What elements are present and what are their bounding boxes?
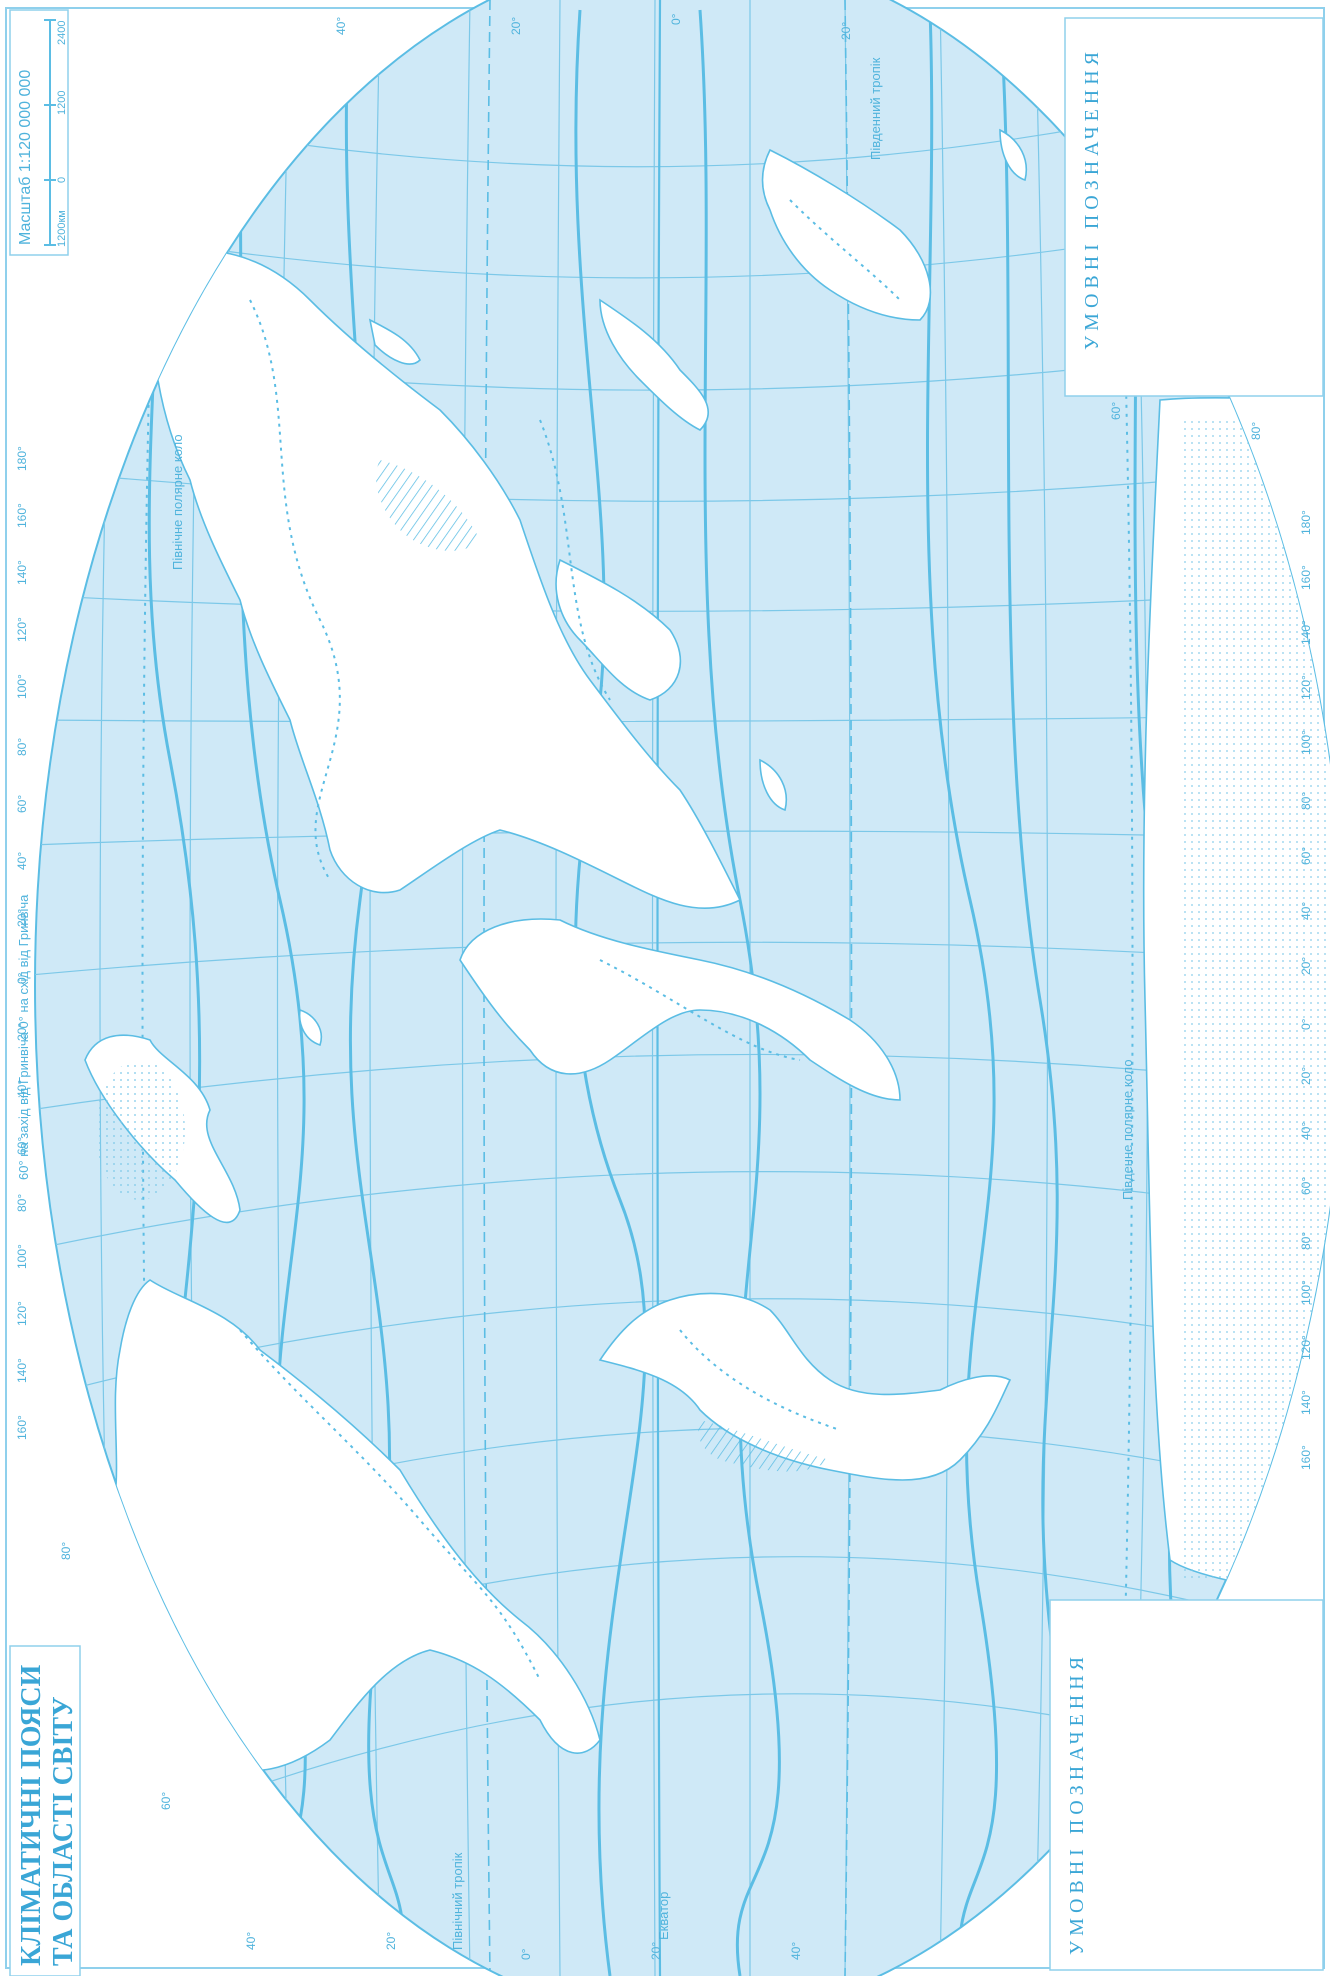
lon-top-13: 100° — [15, 674, 29, 699]
tropic-north-label: Північний тропік — [450, 1852, 465, 1950]
lon-top-4: 80° — [15, 1194, 29, 1212]
legend-top: УМОВНІ ПОЗНАЧЕННЯ — [1064, 17, 1324, 397]
lon-top-1: 140° — [15, 1358, 29, 1383]
japan — [368, 318, 421, 365]
lon-bottom-6: 40° — [1299, 1122, 1313, 1140]
lat-left-4: 0° — [519, 1948, 533, 1960]
latitude-labels-left: 60° 80° 40° 20° 0° 20° 40° — [59, 1542, 803, 1960]
tropic-south-label: Південний тропік — [868, 57, 883, 160]
dotted-boundaries — [239, 199, 901, 1681]
lat-left-3: 20° — [384, 1932, 398, 1950]
scale-tick-1: 0 — [56, 177, 68, 183]
lon-bottom-3: 100° — [1299, 1280, 1313, 1305]
lat-left-5: 20° — [649, 1942, 663, 1960]
lon-top-8: 0° — [15, 972, 29, 984]
andes-hatch — [698, 1420, 830, 1472]
lon-bottom-17: 180° — [1299, 510, 1313, 535]
longitude-labels-top: 160° 140° 120° 100° 80° 60° 40° 20° 0° 20° 40° 60° 8… — [15, 446, 29, 1440]
longitude-labels-bottom: 160° 140° 120° 100° 80° 60° 40° 20° 0° 20° 40° 60° 8… — [1299, 510, 1313, 1470]
lon-top-7: 20° — [15, 1023, 29, 1041]
scale-tick-0: 1200км — [56, 210, 68, 247]
lon-bottom-0: 160° — [1299, 1445, 1313, 1470]
lon-top-5: 60° — [15, 1137, 29, 1155]
india-arabia — [555, 558, 682, 701]
lon-top-14: 120° — [15, 617, 29, 642]
lon-bottom-4: 80° — [1299, 1232, 1313, 1250]
lon-bottom-9: 20° — [1299, 957, 1313, 975]
lon-top-10: 40° — [15, 852, 29, 870]
arctic-circle-label: Північне полярне коло — [170, 434, 185, 570]
lon-top-6: 40° — [15, 1080, 29, 1098]
map-title-block: КЛІМАТИЧНІ ПОЯСИ ТА ОБЛАСТІ СВІТУ — [9, 1645, 81, 1976]
scale-tick-2: 1200 — [56, 91, 68, 115]
madagascar — [759, 758, 787, 812]
lon-top-12: 80° — [15, 738, 29, 756]
antarctic-circle-label: Південне полярне коло — [1120, 1059, 1135, 1200]
tibet-highland-hatch — [376, 460, 480, 551]
lon-top-17: 180° — [15, 446, 29, 471]
legend-top-title: УМОВНІ ПОЗНАЧЕННЯ — [1081, 47, 1103, 350]
lon-bottom-15: 140° — [1299, 620, 1313, 645]
lat-right-2: 0° — [669, 13, 683, 25]
lat-left-0: 60° — [159, 1792, 173, 1810]
lon-top-2: 120° — [15, 1301, 29, 1326]
lon-bottom-14: 120° — [1299, 675, 1313, 700]
lat-right-3: 20° — [839, 22, 853, 40]
lat-right-0: 40° — [334, 17, 348, 35]
lon-bottom-12: 80° — [1299, 792, 1313, 810]
greenland-ice-sheet — [95, 1060, 185, 1200]
lat-left-1: 80° — [59, 1542, 73, 1560]
scale-tick-3: 2400 — [56, 21, 68, 45]
lon-bottom-11: 60° — [1299, 847, 1313, 865]
lon-top-15: 140° — [15, 560, 29, 585]
equator-label: Екватор — [656, 1892, 671, 1940]
lon-bottom-7: 20° — [1299, 1067, 1313, 1085]
legend-bottom-title: УМОВНІ ПОЗНАЧЕННЯ — [1066, 1652, 1088, 1955]
lon-bottom-16: 160° — [1299, 565, 1313, 590]
australia — [761, 148, 932, 321]
eurasia — [147, 249, 742, 909]
legend-bottom: УМОВНІ ПОЗНАЧЕННЯ — [1049, 1599, 1324, 1971]
lon-top-0: 160° — [15, 1415, 29, 1440]
lat-right-4: 60° — [1109, 402, 1123, 420]
british-isles — [298, 1008, 322, 1047]
map-title-line-1: КЛІМАТИЧНІ ПОЯСИ — [16, 1664, 47, 1966]
scale-block: Масштаб 1:120 000 000 1200км 0 1200 2400 — [9, 9, 69, 256]
lon-bottom-13: 100° — [1299, 730, 1313, 755]
lon-bottom-1: 140° — [1299, 1390, 1313, 1415]
lon-top-11: 60° — [15, 795, 29, 813]
lat-left-6: 40° — [789, 1942, 803, 1960]
lon-bottom-10: 40° — [1299, 902, 1313, 920]
lat-right-1: 20° — [509, 17, 523, 35]
lon-top-9: 20° — [15, 909, 29, 927]
new-zealand — [999, 128, 1027, 182]
latitude-labels-right: 40° 20° 0° 20° 60° 80° — [334, 13, 1263, 440]
longitude-caption: 60° на захід від Гринвіча 0° на схід від… — [16, 894, 31, 1180]
lon-top-3: 100° — [15, 1244, 29, 1269]
lon-top-16: 160° — [15, 503, 29, 528]
lat-left-2: 40° — [244, 1932, 258, 1950]
map-title-line-2: ТА ОБЛАСТІ СВІТУ — [48, 1696, 79, 1966]
lat-right-5: 80° — [1249, 422, 1263, 440]
lon-bottom-5: 60° — [1299, 1177, 1313, 1195]
africa — [459, 918, 901, 1101]
lon-bottom-8: 0° — [1299, 1018, 1313, 1030]
scale-label: Масштаб 1:120 000 000 — [17, 70, 34, 245]
southeast-asia — [599, 298, 710, 431]
lon-bottom-2: 120° — [1299, 1335, 1313, 1360]
